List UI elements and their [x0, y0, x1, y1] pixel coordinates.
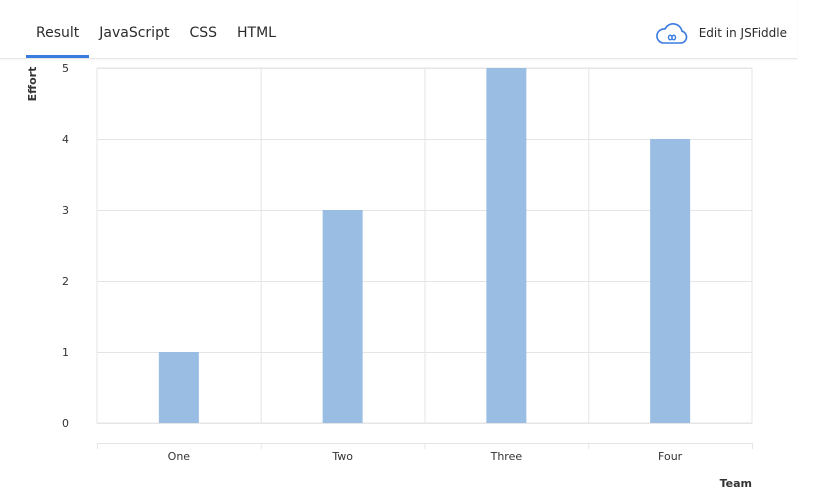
tab-html[interactable]: HTML [237, 25, 276, 41]
cloud-icon [655, 23, 688, 44]
chart-area: 0 1 2 3 4 5 One Two Three Four Effort Team [0, 58, 837, 500]
chart-grid [96, 67, 753, 424]
y-tick-label: 5 [62, 62, 69, 75]
y-axis-label: Effort [26, 67, 39, 102]
x-tick-label: Two [331, 450, 353, 463]
fiddle-toolbar: Result JavaScript CSS HTML Edit in JSFid… [0, 0, 797, 59]
x-tick-label: Three [490, 450, 523, 463]
x-axis-label: Team [720, 477, 752, 490]
bar-one [158, 352, 199, 423]
bar-two [322, 210, 363, 423]
y-tick-label: 0 [62, 417, 69, 430]
x-tick-label: Four [658, 450, 683, 463]
y-tick-label: 2 [62, 275, 69, 288]
y-tick-label: 1 [62, 346, 69, 359]
bar-four [650, 139, 691, 423]
tab-result[interactable]: Result [26, 0, 90, 58]
tab-css[interactable]: CSS [189, 25, 218, 41]
chart-bars [158, 68, 691, 423]
y-tick-label: 4 [62, 133, 69, 146]
y-axis-ticks: 0 1 2 3 4 5 [62, 62, 69, 430]
bar-three [486, 68, 527, 423]
x-tick-label: One [168, 450, 191, 463]
edit-in-jsfiddle-link[interactable]: Edit in JSFiddle [655, 19, 787, 47]
tab-bar: Result JavaScript CSS HTML [26, 0, 286, 58]
y-tick-label: 3 [62, 204, 69, 217]
edit-in-jsfiddle-label: Edit in JSFiddle [698, 26, 787, 40]
x-axis: One Two Three Four [97, 443, 753, 463]
bar-chart: 0 1 2 3 4 5 One Two Three Four Effort Team [26, 62, 753, 490]
tab-javascript[interactable]: JavaScript [99, 25, 170, 41]
